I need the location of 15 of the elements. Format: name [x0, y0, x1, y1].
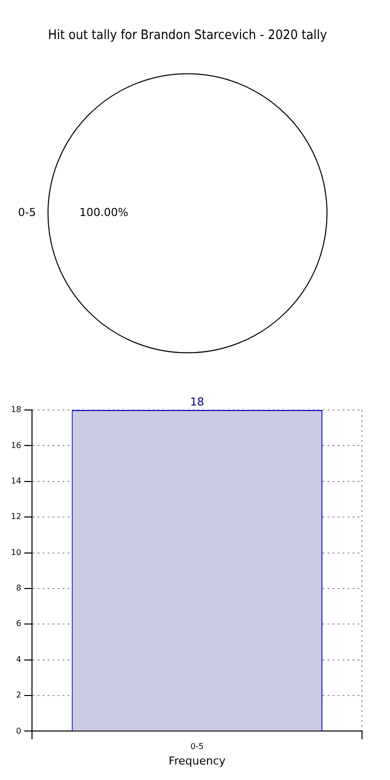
y-tick-label: 10 [10, 548, 22, 557]
slice-label: 0-5 [18, 206, 36, 220]
chart-title: Hit out tally for Brandon Starcevich - 2020 tally [48, 26, 327, 42]
y-tick-label: 2 [16, 690, 22, 700]
y-tick-label: 6 [16, 619, 22, 628]
y-tick-label: 4 [16, 654, 22, 664]
y-tick-label: 8 [16, 584, 22, 593]
data-label: 100.00% [79, 206, 128, 220]
x-axis-title: Frequency [168, 754, 226, 768]
y-tick-label: 14 [10, 476, 22, 486]
y-tick-label: 0 [16, 726, 22, 736]
y-tick-label: 18 [10, 405, 22, 414]
data-label: 18 [190, 395, 204, 408]
y-tick-label: 12 [10, 512, 22, 522]
y-tick-label: 16 [10, 440, 22, 450]
